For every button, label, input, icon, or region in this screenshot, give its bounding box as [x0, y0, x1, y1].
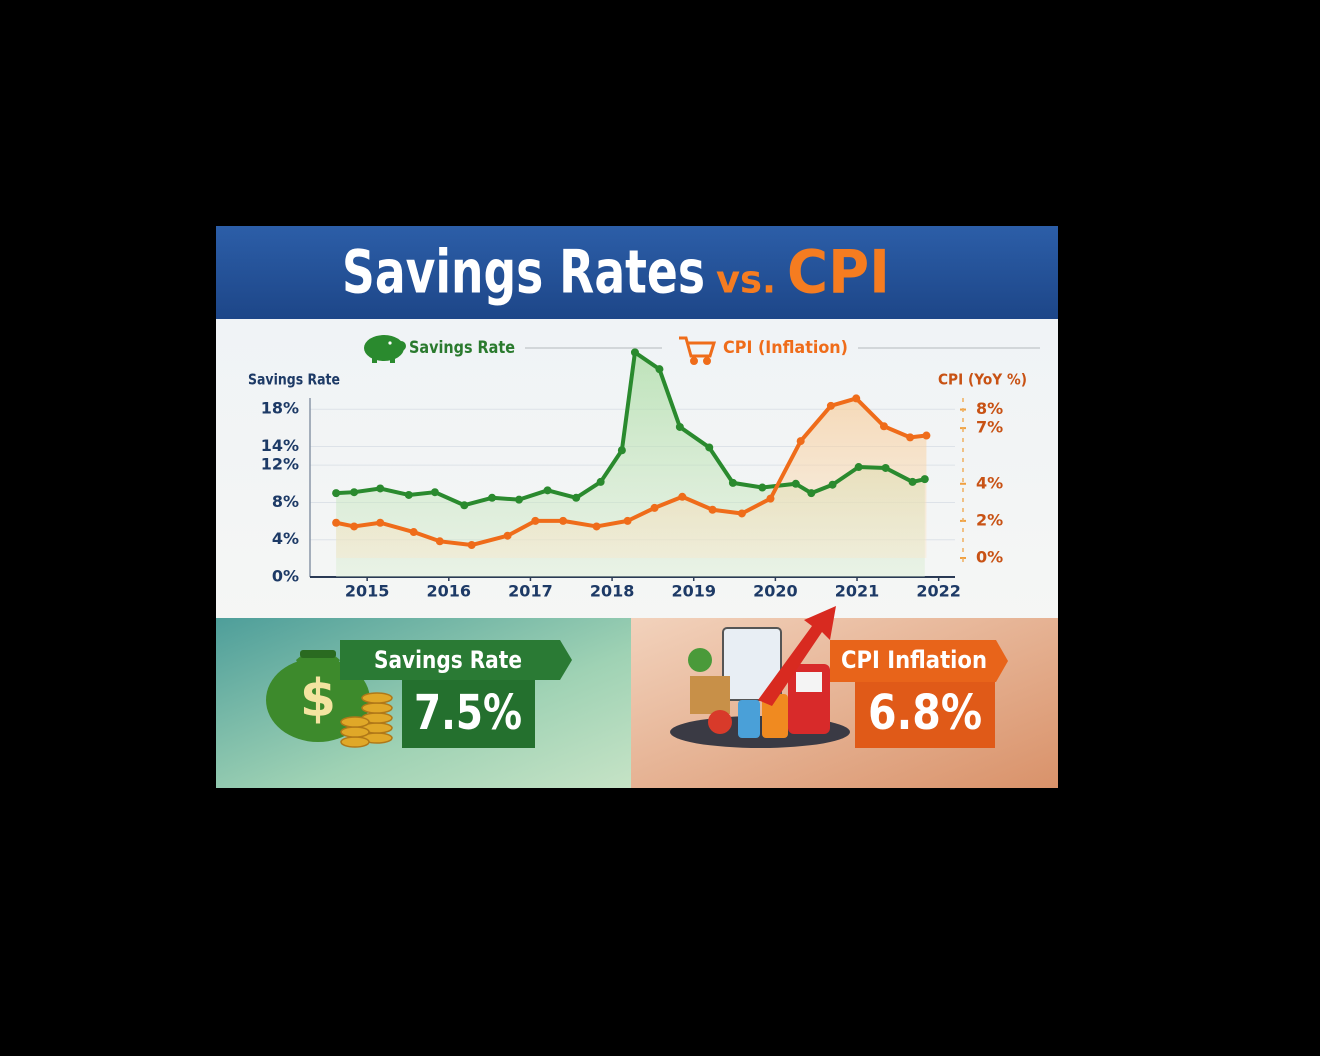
- point: [376, 484, 385, 493]
- legend-label: Savings Rate: [409, 338, 515, 358]
- x-tick-label: 2017: [508, 582, 553, 601]
- point: [488, 493, 497, 502]
- y-tick-label: 4%: [272, 529, 299, 548]
- point: [460, 501, 469, 510]
- area: [336, 398, 927, 558]
- point: [906, 433, 915, 442]
- legend: Savings Rate CPI (Inflation): [364, 335, 1040, 365]
- y-tick-label: 18%: [261, 399, 299, 418]
- cpi-card: CPI Inflation 6.8%: [670, 606, 1008, 748]
- y-tick-label: 8%: [272, 492, 299, 511]
- point: [881, 463, 890, 472]
- point: [796, 437, 805, 446]
- point: [807, 489, 816, 498]
- point: [435, 537, 444, 546]
- point: [758, 483, 767, 492]
- point: [908, 477, 917, 486]
- point: [826, 401, 835, 410]
- savings-card-value: 7.5%: [414, 685, 522, 741]
- point: [678, 492, 687, 501]
- piggy-icon: [364, 335, 406, 363]
- point: [617, 446, 626, 455]
- x-tick-label: 2018: [590, 582, 635, 601]
- savings-value-box: [402, 680, 535, 748]
- dollar-sign: $: [300, 669, 336, 729]
- point: [791, 479, 800, 488]
- y-tick-label: 14%: [261, 436, 299, 455]
- header-bg: [216, 226, 1058, 319]
- y2-tick-label: 0%: [976, 548, 1003, 567]
- title-cpi: CPI: [787, 238, 890, 308]
- groceries-icon: [670, 606, 850, 748]
- point: [531, 516, 540, 525]
- point: [737, 509, 746, 518]
- point: [503, 531, 512, 540]
- title-vs: vs.: [716, 258, 776, 302]
- line: [335, 396, 927, 548]
- point: [332, 518, 341, 527]
- point: [596, 477, 605, 486]
- x-tick-label: 2015: [345, 582, 390, 601]
- savings-card-label: Savings Rate: [374, 646, 522, 674]
- point: [592, 522, 601, 531]
- savings-banner: [340, 640, 572, 680]
- point: [852, 394, 861, 403]
- point: [728, 478, 737, 487]
- point: [922, 431, 931, 440]
- y-tick-label: 12%: [261, 455, 299, 474]
- point: [655, 365, 664, 374]
- point: [430, 488, 439, 497]
- x-tick-label: 2020: [753, 582, 798, 601]
- cart-icon: [679, 336, 717, 365]
- y2-tick-label: 4%: [976, 473, 1003, 492]
- point: [409, 528, 418, 537]
- point: [350, 488, 359, 497]
- point: [350, 522, 359, 531]
- plot: 0%4%8%12%14%18%0%2%4%7%8%2015 2016 2017 201…: [261, 348, 1003, 601]
- point: [332, 489, 341, 498]
- x-tick-label: 2016: [427, 582, 472, 601]
- y2-axis-title: CPI (YoY %): [938, 371, 1027, 389]
- cpi-banner: [830, 640, 1008, 682]
- cpi-value-box: [855, 682, 995, 748]
- point: [766, 494, 775, 503]
- legend-label: CPI (Inflation): [723, 338, 848, 358]
- point: [572, 493, 581, 502]
- cpi-card-value: 6.8%: [868, 685, 982, 741]
- y2-tick-label: 2%: [976, 510, 1003, 529]
- x-tick-label: 2021: [835, 582, 880, 601]
- point: [879, 422, 888, 431]
- point: [515, 495, 524, 504]
- y-tick-label: 0%: [272, 567, 299, 586]
- y2-tick-label: 7%: [976, 418, 1003, 437]
- point: [376, 518, 385, 527]
- point: [623, 516, 632, 525]
- savings-card: $ Savings Rate 7.5%: [266, 640, 572, 748]
- y-axis-title: Savings Rate: [248, 371, 340, 389]
- x-tick-label: 2019: [671, 582, 716, 601]
- point: [920, 475, 929, 484]
- point: [828, 480, 837, 489]
- title-main: Savings Rates: [342, 238, 705, 308]
- point: [705, 443, 714, 452]
- y2-tick-label: 8%: [976, 399, 1003, 418]
- cpi-card-label: CPI Inflation: [841, 646, 987, 674]
- point: [559, 516, 568, 525]
- point: [467, 541, 476, 550]
- point: [650, 503, 659, 512]
- point: [543, 486, 552, 495]
- point: [708, 505, 717, 514]
- point: [630, 348, 639, 357]
- x-tick-label: 2022: [916, 582, 961, 601]
- point: [675, 422, 684, 431]
- point: [854, 463, 863, 472]
- point: [404, 490, 413, 499]
